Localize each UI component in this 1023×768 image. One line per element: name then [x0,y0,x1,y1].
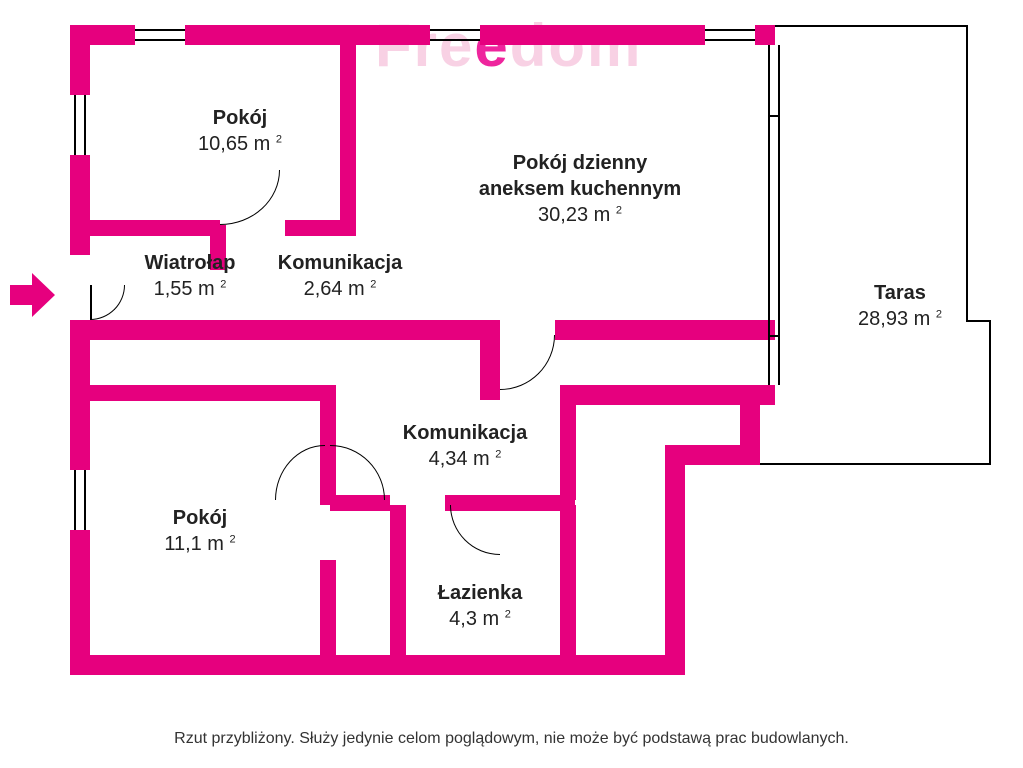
room-name: Pokój [120,505,280,531]
window-line [430,39,480,41]
room-area: 4,34 m 2 [370,446,560,472]
window-line [705,29,755,31]
room-area: 4,3 m 2 [400,606,560,632]
room-area: 28,93 m 2 [820,306,980,332]
floor-plan: Freedom [50,25,970,705]
room-name-line1: Pokój dzienny [430,150,730,176]
window-line [74,95,76,155]
room-area: 2,64 m 2 [250,276,430,302]
room-name: Komunikacja [370,420,560,446]
door-track [778,45,780,385]
door-arc [500,335,555,390]
watermark-part2: e [474,12,509,79]
entry-arrow-icon [10,270,60,320]
wall [665,445,685,675]
room-name: Łazienka [400,580,560,606]
wall [70,385,335,401]
wall [555,320,775,340]
room-name-line2: aneksem kuchennym [430,176,730,202]
room-name: Wiatrołap [110,250,270,276]
door-track [768,115,780,117]
label-komunikacja1: Komunikacja 2,64 m 2 [250,250,430,302]
wall [480,320,500,400]
door-arc [275,445,325,500]
room-name: Komunikacja [250,250,430,276]
window-line [135,29,185,31]
wall [85,220,220,236]
taras-line [775,25,968,27]
window-line [135,39,185,41]
label-pokoj-dzienny: Pokój dzienny aneksem kuchennym 30,23 m … [430,150,730,228]
label-pokoj2: Pokój 11,1 m 2 [120,505,280,557]
door-track [768,45,770,385]
wall [185,25,430,45]
wall [560,400,576,500]
room-area: 10,65 m 2 [150,131,330,157]
label-lazienka: Łazienka 4,3 m 2 [400,580,560,632]
window-line [74,470,76,530]
label-wiatrolap: Wiatrołap 1,55 m 2 [110,250,270,302]
wall [560,385,760,405]
wall [70,655,685,675]
room-area: 30,23 m 2 [430,202,730,228]
window-line [84,470,86,530]
window-line [84,95,86,155]
door-arc [220,170,280,225]
door-arc [450,505,500,555]
wall [560,505,576,660]
label-pokoj1: Pokój 10,65 m 2 [150,105,330,157]
watermark: Freedom [375,11,642,80]
window-line [430,29,480,31]
room-area: 1,55 m 2 [110,276,270,302]
watermark-part3: dom [510,12,643,79]
room-area: 11,1 m 2 [120,531,280,557]
wall [70,530,90,675]
wall [320,560,336,660]
watermark-part1: Fre [375,12,474,79]
wall [755,25,775,45]
taras-line [989,320,991,465]
window-line [705,39,755,41]
wall [70,25,90,95]
label-komunikacja2: Komunikacja 4,34 m 2 [370,420,560,472]
label-taras: Taras 28,93 m 2 [820,280,980,332]
wall [70,320,500,340]
wall [340,40,356,235]
wall [480,25,705,45]
room-name: Taras [820,280,980,306]
door-track [768,335,780,337]
room-name: Pokój [150,105,330,131]
wall [285,220,356,236]
taras-line [966,25,968,320]
taras-line [760,463,991,465]
wall [70,155,90,255]
disclaimer-text: Rzut przybliżony. Służy jedynie celom po… [0,730,1023,748]
